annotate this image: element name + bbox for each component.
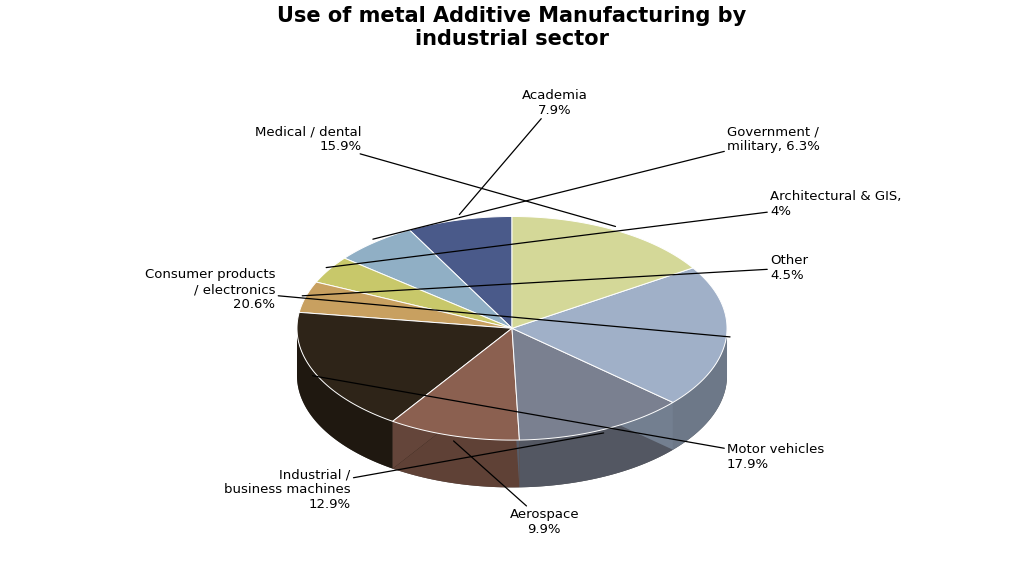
Polygon shape: [512, 217, 693, 328]
Text: Academia
7.9%: Academia 7.9%: [460, 89, 588, 214]
Polygon shape: [297, 376, 727, 488]
Text: Consumer products
/ electronics
20.6%: Consumer products / electronics 20.6%: [145, 268, 730, 337]
Polygon shape: [512, 328, 673, 450]
Polygon shape: [673, 329, 727, 450]
Polygon shape: [393, 421, 519, 488]
Text: Use of metal Additive Manufacturing by
industrial sector: Use of metal Additive Manufacturing by i…: [278, 6, 746, 49]
Polygon shape: [344, 230, 512, 328]
Text: Aerospace
9.9%: Aerospace 9.9%: [454, 441, 579, 536]
Polygon shape: [393, 328, 519, 440]
Polygon shape: [512, 328, 673, 440]
Text: Government /
military, 6.3%: Government / military, 6.3%: [373, 125, 820, 239]
Polygon shape: [393, 328, 512, 468]
Polygon shape: [393, 328, 512, 468]
Polygon shape: [299, 282, 512, 328]
Polygon shape: [410, 217, 512, 328]
Polygon shape: [512, 328, 519, 488]
Text: Architectural & GIS,
4%: Architectural & GIS, 4%: [327, 190, 901, 268]
Text: Other
4.5%: Other 4.5%: [302, 254, 808, 296]
Text: Motor vehicles
17.9%: Motor vehicles 17.9%: [312, 376, 824, 471]
Polygon shape: [519, 402, 673, 488]
Polygon shape: [297, 329, 393, 468]
Polygon shape: [512, 268, 727, 402]
Text: Medical / dental
15.9%: Medical / dental 15.9%: [255, 125, 615, 227]
Polygon shape: [316, 258, 512, 328]
Text: Industrial /
business machines
12.9%: Industrial / business machines 12.9%: [224, 433, 603, 511]
Polygon shape: [512, 328, 673, 450]
Polygon shape: [512, 328, 519, 488]
Polygon shape: [297, 312, 512, 421]
